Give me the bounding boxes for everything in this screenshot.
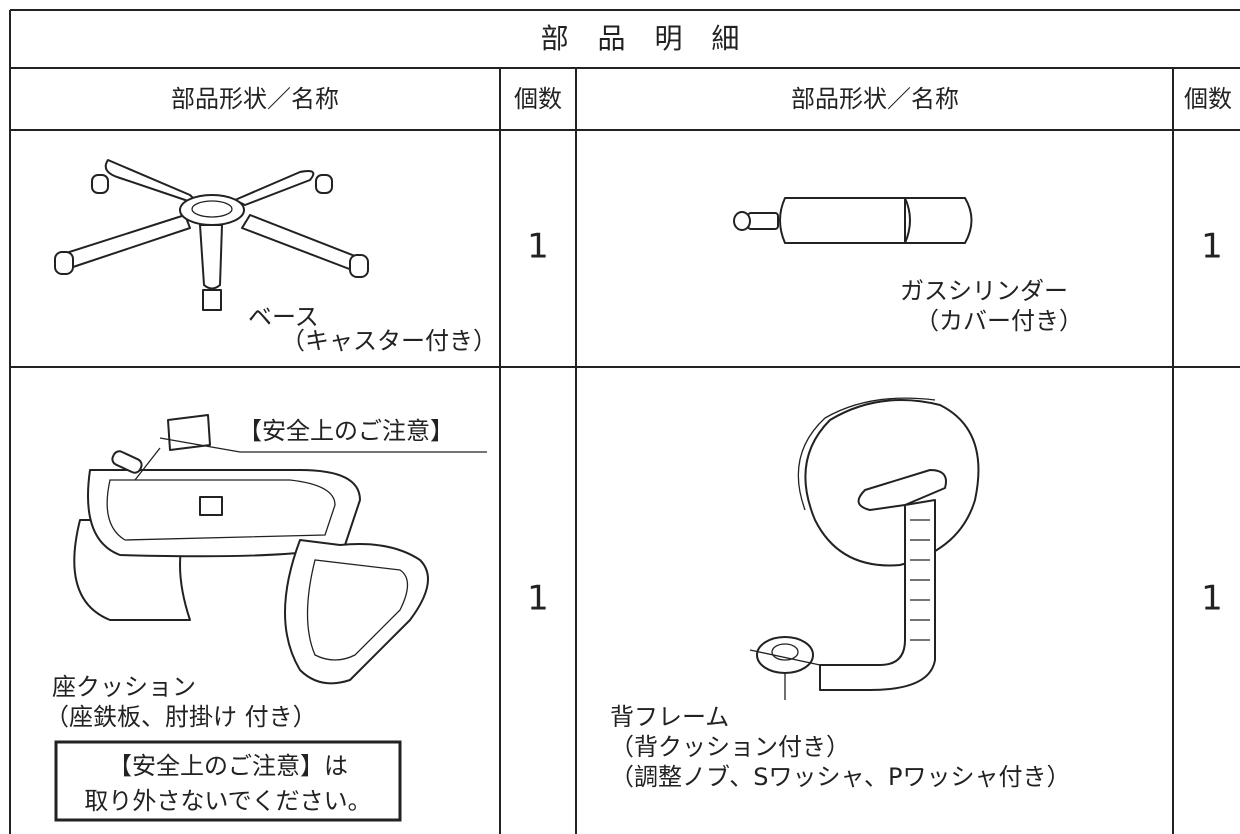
column-header: 部品形状／名称	[791, 85, 959, 113]
part-name: （背クッション付き）	[610, 733, 850, 761]
seat-illustration	[73, 414, 429, 685]
part-name: ベース	[248, 303, 319, 331]
title: 部 品 明 細	[541, 22, 750, 55]
note: 取り外さないでください。	[84, 787, 371, 815]
part-name: （調整ノブ、Sワッシャ、Pワッシャ付き）	[610, 763, 1071, 791]
column-header: 部品形状／名称	[171, 85, 339, 113]
note: 【安全上のご注意】は	[108, 752, 348, 780]
count: 1	[527, 579, 549, 619]
note-box	[54, 740, 402, 822]
part-name: （座鉄板、肘掛け 付き）	[45, 703, 317, 731]
column-header: 個数	[514, 85, 562, 113]
count: 1	[1201, 579, 1223, 619]
part-name: ガスシリンダー	[900, 277, 1068, 305]
callout-leader	[159, 437, 241, 453]
back-frame-illustration	[749, 397, 980, 700]
gas-cylinder-illustration	[733, 197, 973, 244]
table-grid	[9, 9, 1240, 834]
column-header: 個数	[1184, 85, 1232, 113]
count: 1	[527, 227, 549, 267]
part-name: （カバー付き）	[915, 307, 1083, 335]
part-name: （キャスター付き）	[281, 327, 497, 355]
part-name: 座クッション	[52, 673, 196, 701]
base-illustration	[54, 159, 369, 311]
part-name: 背フレーム	[610, 703, 729, 731]
callout: 【安全上のご注意】	[238, 417, 454, 445]
count: 1	[1201, 227, 1223, 267]
